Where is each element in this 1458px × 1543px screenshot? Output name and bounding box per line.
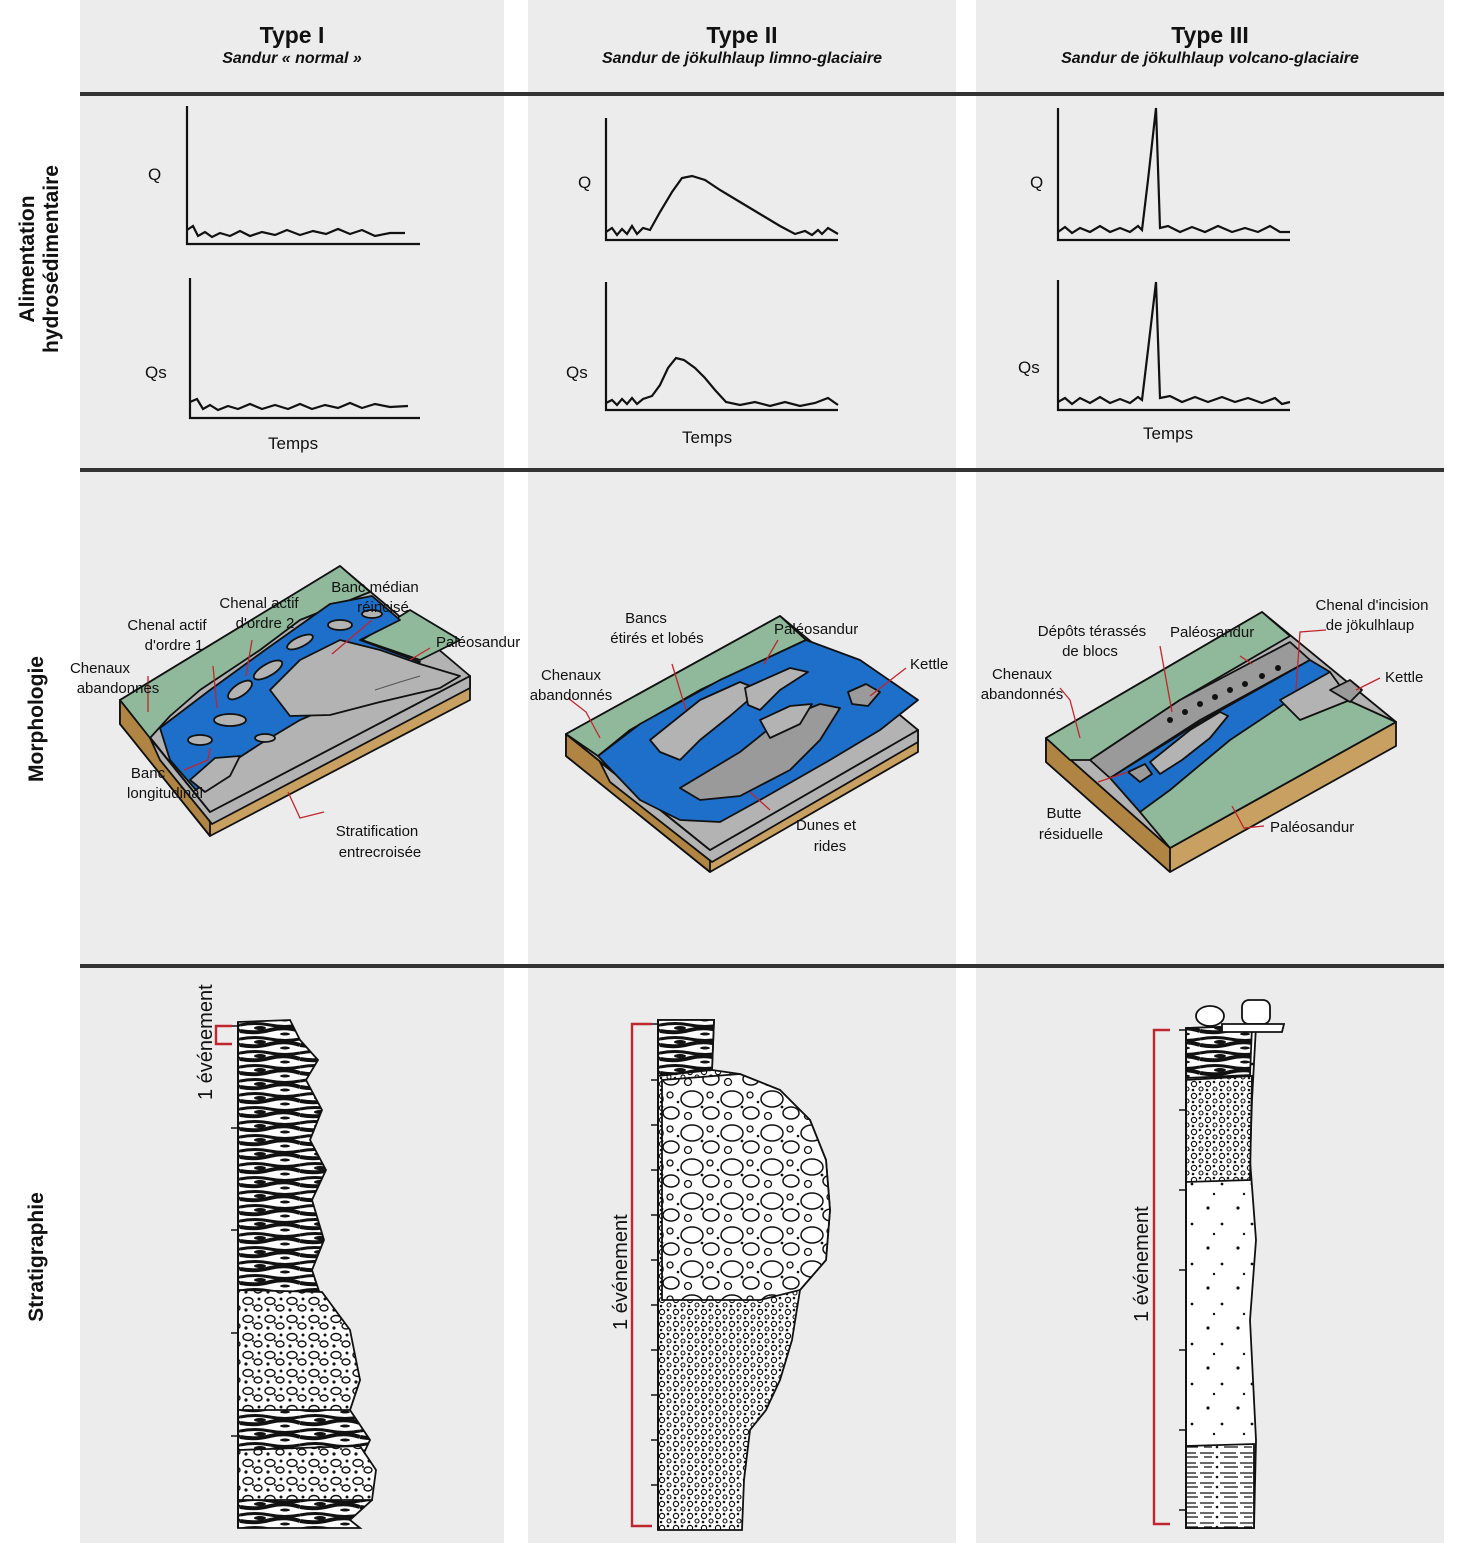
header-type-2: Type II Sandur de jökulhlaup limno-glaci… — [528, 22, 956, 70]
axis-label-qs: Qs — [1018, 358, 1040, 377]
axis-label-temps: Temps — [268, 434, 318, 453]
leader-lines-type-3 — [1059, 629, 1381, 829]
axis-q — [604, 118, 838, 242]
label-chenal-actif-2: Chenal actif d'ordre 2 — [219, 595, 299, 632]
header-title: Type III — [1171, 22, 1249, 48]
header-subtitle: Sandur de jökulhlaup limno-glaciaire — [601, 50, 883, 67]
label-bancs-etires: Bancs étirés et lobés — [610, 610, 703, 647]
hydrograph-type-1 — [185, 106, 420, 420]
row-separator-2 — [80, 468, 1444, 472]
header-type-1: Type I Sandur « normal » — [80, 22, 504, 70]
strat-column-type-2 — [651, 1019, 831, 1531]
label-depots-terasses: Dépôts térassés de blocs — [1038, 623, 1146, 660]
curve-q — [605, 174, 839, 237]
block-diagram-type-3 — [1045, 611, 1397, 873]
event-bracket-type-1 — [214, 1024, 232, 1046]
label-chenaux-abandonnes: Chenaux abandonnés — [530, 667, 613, 704]
block-diagram-type-1 — [119, 565, 471, 837]
label-paleosandur: Paléosandur — [436, 634, 520, 651]
axis-label-temps: Temps — [1143, 424, 1193, 443]
label-chenal-actif-1: Chenal actif d'ordre 1 — [127, 617, 207, 654]
event-label-type-3: 1 événement — [1131, 1206, 1153, 1322]
curve-q — [186, 224, 405, 239]
curve-qs — [1057, 281, 1291, 406]
axis-label-q: Q — [1030, 173, 1043, 192]
header-subtitle: Sandur de jökulhlaup volcano-glaciaire — [1061, 50, 1359, 67]
header-title: Type II — [706, 22, 778, 48]
event-label-type-2: 1 événement — [610, 1214, 632, 1330]
label-paleosandur: Paléosandur — [774, 621, 858, 638]
label-butte-residuelle: Butte résiduelle — [1039, 805, 1103, 843]
strat-column-type-3 — [1179, 999, 1286, 1529]
label-paleosandur: Paléosandur — [1270, 819, 1354, 836]
row-separator-1 — [80, 92, 1444, 96]
axis-q — [1056, 108, 1290, 242]
strat-column-type-1 — [231, 1019, 377, 1529]
header-title: Type I — [259, 22, 325, 48]
hydrograph-type-3 — [1056, 107, 1291, 412]
label-banc-longitudinal: Banc longitudinal — [127, 765, 203, 802]
axis-qs — [188, 278, 420, 420]
label-stratification: Stratification entrecroisée — [336, 823, 422, 861]
label-chenal-incision: Chenal d'incision de jökulhlaup — [1316, 597, 1429, 634]
axis-qs — [604, 282, 838, 412]
label-banc-median: Banc médian réincisé — [331, 579, 419, 616]
row-separator-3 — [80, 964, 1444, 968]
header-type-3: Type III Sandur de jökulhlaup volcano-gl… — [976, 22, 1444, 70]
axis-label-qs: Qs — [566, 363, 588, 382]
curve-qs — [189, 397, 409, 412]
leader-lines-type-1 — [147, 619, 431, 819]
event-label-type-1: 1 événement — [195, 984, 217, 1100]
curve-qs — [605, 356, 839, 408]
label-kettle: Kettle — [1385, 669, 1423, 686]
label-paleosandur: Paléosandur — [1170, 624, 1254, 641]
header-subtitle: Sandur « normal » — [222, 50, 362, 67]
event-bracket-type-2 — [630, 1022, 652, 1528]
axis-q — [185, 106, 420, 246]
axis-label-q: Q — [578, 173, 591, 192]
label-dunes-rides: Dunes et rides — [796, 817, 857, 855]
axis-label-qs: Qs — [145, 363, 167, 382]
axis-qs — [1056, 280, 1290, 412]
label-chenaux-abandonnes: Chenaux abandonnés — [70, 660, 159, 697]
hydrograph-type-2 — [604, 118, 839, 412]
leader-lines-type-2 — [567, 639, 907, 811]
label-kettle: Kettle — [910, 656, 948, 673]
label-chenaux-abandonnes: Chenaux abandonnés — [981, 666, 1064, 703]
axis-label-temps: Temps — [682, 428, 732, 447]
block-diagram-type-2 — [565, 615, 919, 873]
curve-q — [1057, 107, 1290, 235]
event-bracket-type-3 — [1152, 1028, 1170, 1526]
axis-label-q: Q — [148, 165, 161, 184]
